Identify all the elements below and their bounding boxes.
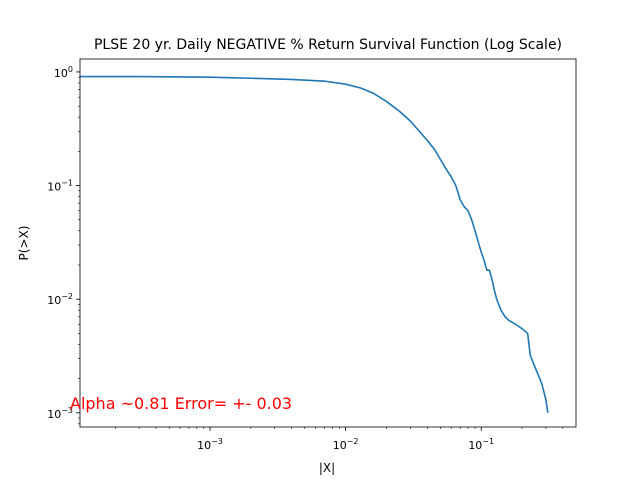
x-tick-label: 10−3 — [197, 437, 223, 452]
x-tick-label: 10−2 — [333, 437, 359, 452]
y-tick-label: 100 — [54, 65, 73, 80]
x-axis-label: |X| — [319, 461, 335, 475]
alpha-annotation: Alpha ~0.81 Error= +- 0.03 — [70, 394, 292, 413]
x-tick-label: 10−1 — [468, 437, 494, 452]
y-tick-label: 10−1 — [47, 179, 73, 194]
y-axis-label: P(>X) — [17, 226, 31, 261]
chart-title: PLSE 20 yr. Daily NEGATIVE % Return Surv… — [94, 37, 562, 53]
y-tick-label: 10−2 — [47, 292, 73, 307]
plot-area: 10−3 10−2 10−1 10−3 10−2 10−1 100 — [47, 58, 577, 452]
axes-frame — [79, 58, 577, 428]
survival-line — [80, 75, 549, 413]
y-tick-label: 10−3 — [47, 406, 73, 421]
